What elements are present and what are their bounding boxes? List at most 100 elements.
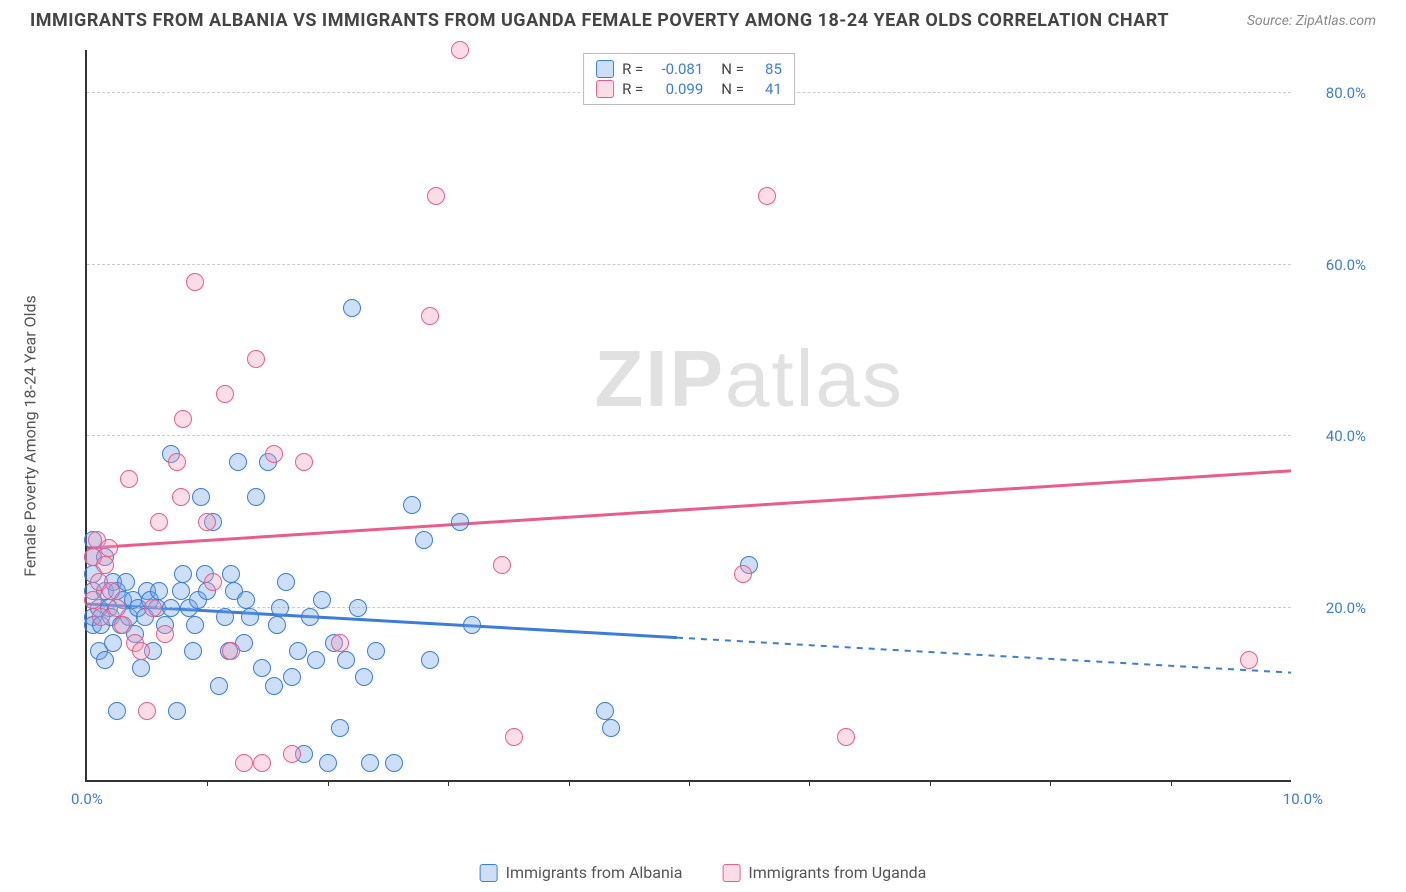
scatter-point — [268, 616, 286, 634]
scatter-point — [216, 385, 234, 403]
n-value: 85 — [752, 60, 782, 78]
y-tick-label: 80.0% — [1301, 84, 1366, 102]
grid-line — [87, 264, 1291, 265]
scatter-point — [184, 642, 202, 660]
scatter-point — [204, 573, 222, 591]
x-tick-mark — [1171, 780, 1172, 786]
scatter-point — [295, 453, 313, 471]
scatter-point — [247, 488, 265, 506]
x-tick-mark — [207, 780, 208, 786]
x-tick-mark — [328, 780, 329, 786]
x-tick-mark — [689, 780, 690, 786]
x-tick-mark — [448, 780, 449, 786]
scatter-point — [355, 668, 373, 686]
scatter-point — [1240, 651, 1258, 669]
series-legend: Immigrants from AlbaniaImmigrants from U… — [480, 863, 927, 882]
scatter-point — [283, 668, 301, 686]
scatter-point — [421, 307, 439, 325]
scatter-point — [301, 608, 319, 626]
x-tick-mark — [569, 780, 570, 786]
scatter-point — [104, 634, 122, 652]
scatter-point — [343, 299, 361, 317]
scatter-point — [156, 625, 174, 643]
scatter-point — [138, 702, 156, 720]
scatter-point — [100, 539, 118, 557]
scatter-point — [265, 677, 283, 695]
legend-correlation-row: R =-0.081N =85 — [596, 60, 782, 78]
x-tick-mark — [809, 780, 810, 786]
legend-swatch — [596, 60, 614, 78]
scatter-point — [427, 187, 445, 205]
scatter-point — [186, 616, 204, 634]
scatter-point — [451, 41, 469, 59]
scatter-point — [108, 702, 126, 720]
scatter-point — [319, 754, 337, 772]
n-label: N = — [721, 60, 744, 78]
scatter-point — [229, 453, 247, 471]
scatter-point — [150, 513, 168, 531]
scatter-point — [216, 608, 234, 626]
scatter-point — [102, 582, 120, 600]
scatter-point — [198, 513, 216, 531]
scatter-point — [385, 754, 403, 772]
x-tick-min: 0.0% — [71, 790, 103, 808]
scatter-point — [172, 488, 190, 506]
scatter-point — [415, 531, 433, 549]
scatter-point — [84, 591, 102, 609]
scatter-point — [186, 273, 204, 291]
scatter-point — [132, 642, 150, 660]
scatter-point — [331, 719, 349, 737]
scatter-point — [493, 556, 511, 574]
legend-swatch — [480, 864, 498, 882]
legend-series-label: Immigrants from Albania — [506, 863, 683, 882]
x-tick-mark — [1050, 780, 1051, 786]
legend-swatch — [722, 864, 740, 882]
scatter-point — [174, 410, 192, 428]
scatter-point — [144, 599, 162, 617]
scatter-point — [307, 651, 325, 669]
scatter-point — [168, 453, 186, 471]
scatter-point — [120, 470, 138, 488]
scatter-point — [734, 565, 752, 583]
correlation-legend: R =-0.081N =85R =0.099N =41 — [583, 53, 795, 105]
scatter-point — [222, 565, 240, 583]
scatter-point — [331, 634, 349, 652]
scatter-point — [837, 728, 855, 746]
legend-series-item: Immigrants from Albania — [480, 863, 683, 882]
scatter-point — [241, 608, 259, 626]
x-tick-mark — [930, 780, 931, 786]
scatter-point — [403, 496, 421, 514]
scatter-point — [162, 599, 180, 617]
y-tick-label: 60.0% — [1301, 256, 1366, 274]
chart-area: Female Poverty Among 18-24 Year Olds ZIP… — [75, 50, 1376, 822]
r-value: 0.099 — [651, 80, 703, 98]
scatter-point — [168, 702, 186, 720]
y-tick-label: 40.0% — [1301, 427, 1366, 445]
scatter-point — [421, 651, 439, 669]
scatter-point — [758, 187, 776, 205]
y-axis-label: Female Poverty Among 18-24 Year Olds — [21, 295, 40, 577]
legend-swatch — [596, 80, 614, 98]
scatter-point — [192, 488, 210, 506]
scatter-point — [96, 651, 114, 669]
scatter-point — [132, 659, 150, 677]
scatter-point — [596, 702, 614, 720]
scatter-point — [222, 642, 240, 660]
scatter-point — [271, 599, 289, 617]
scatter-point — [108, 599, 126, 617]
watermark: ZIPatlas — [594, 333, 903, 425]
scatter-point — [114, 616, 132, 634]
scatter-point — [313, 591, 331, 609]
scatter-plot: ZIPatlas R =-0.081N =85R =0.099N =41 0.0… — [85, 50, 1291, 782]
grid-line — [87, 435, 1291, 436]
scatter-point — [174, 565, 192, 583]
source-label: Source: ZipAtlas.com — [1247, 13, 1376, 29]
scatter-point — [247, 350, 265, 368]
scatter-point — [210, 677, 228, 695]
scatter-point — [451, 513, 469, 531]
scatter-point — [265, 445, 283, 463]
scatter-point — [172, 582, 190, 600]
n-value: 41 — [752, 80, 782, 98]
scatter-point — [96, 556, 114, 574]
scatter-point — [237, 591, 255, 609]
